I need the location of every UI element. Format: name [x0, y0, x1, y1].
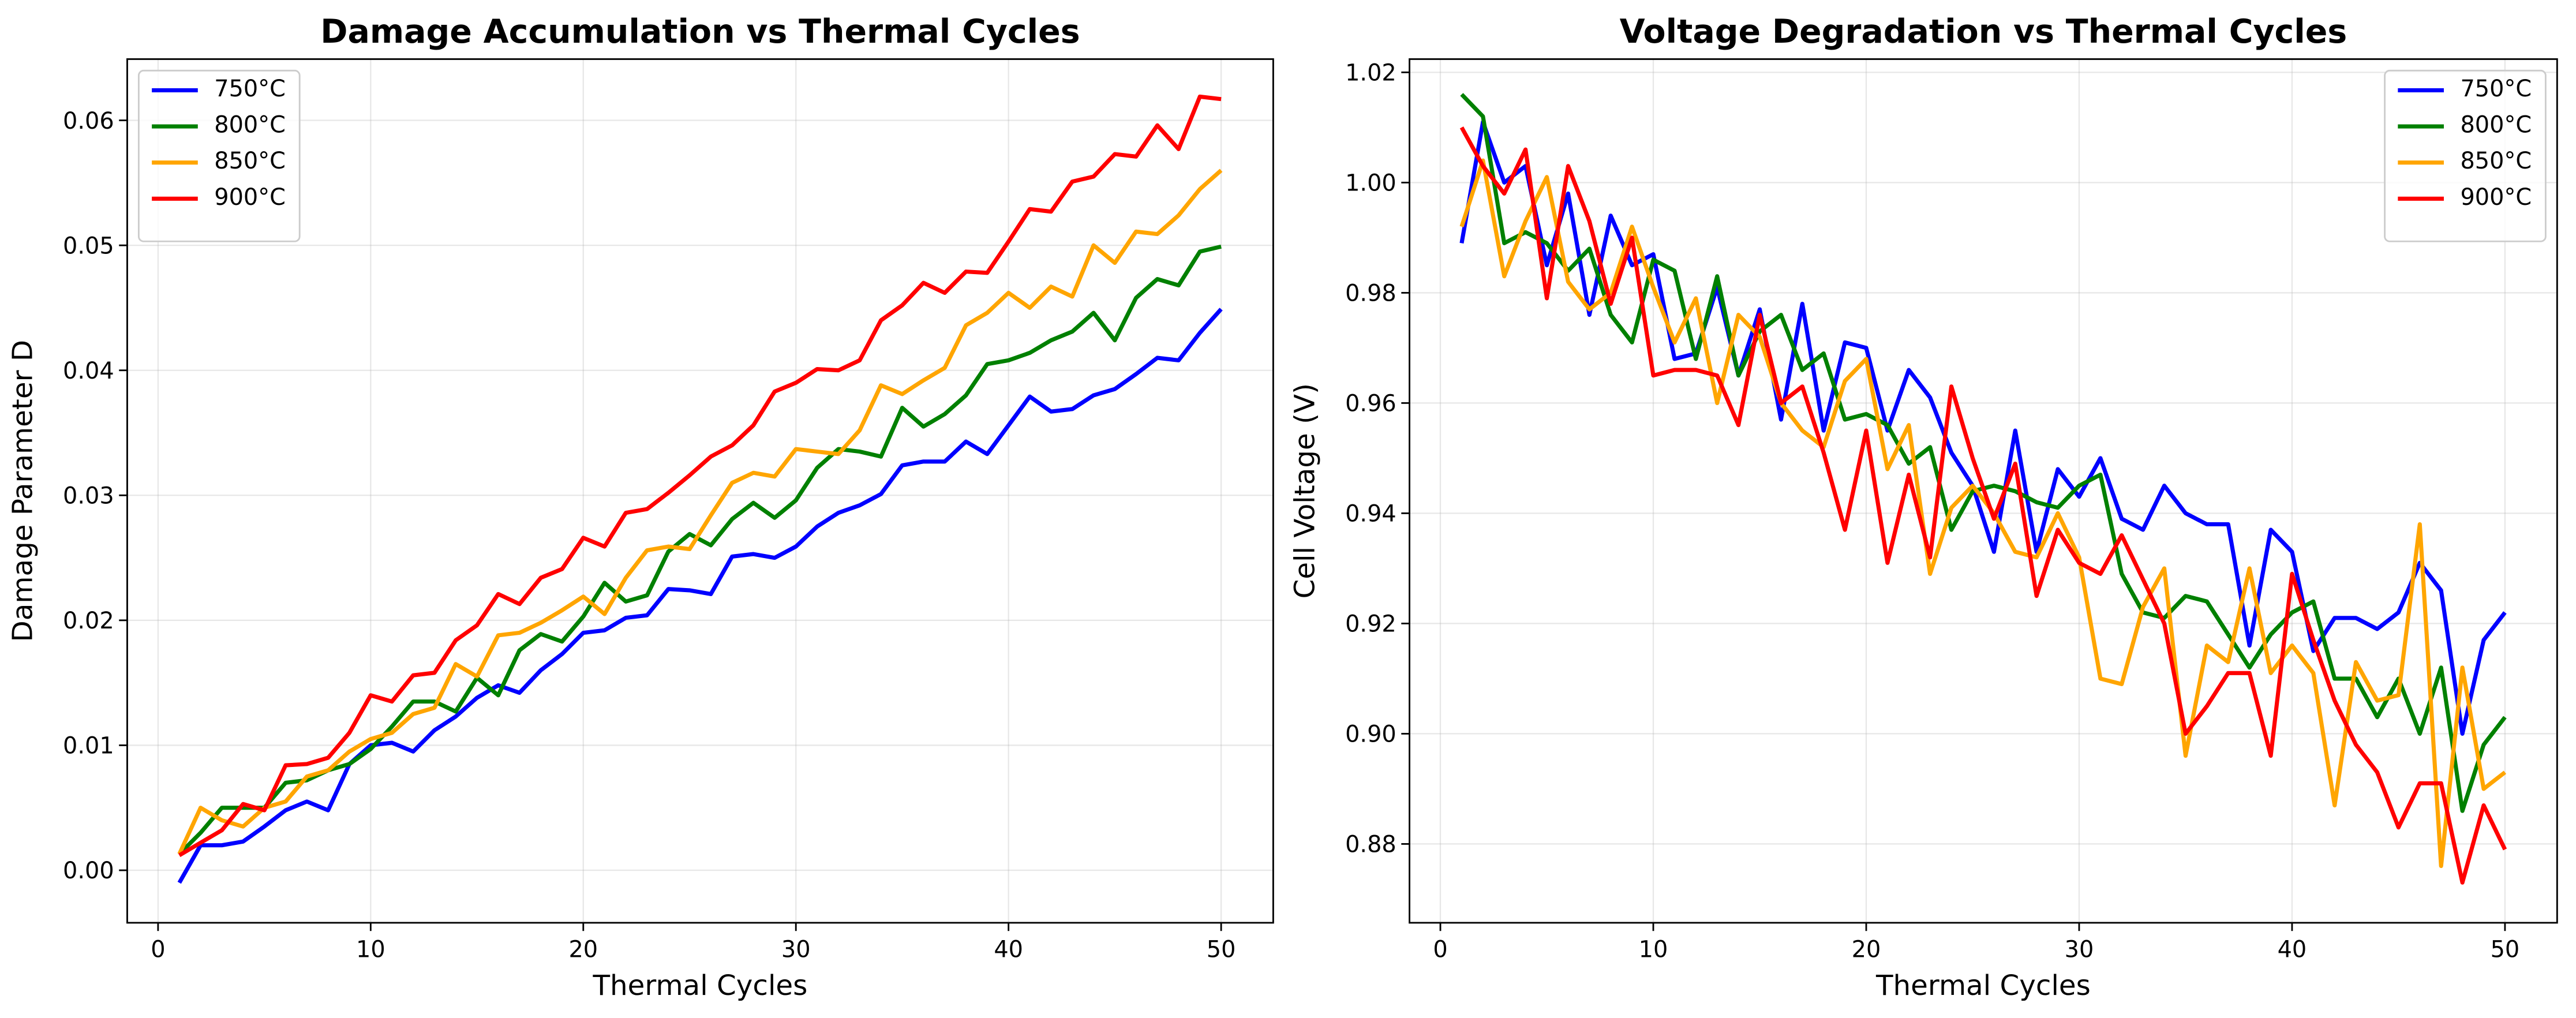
line-series [177, 169, 1223, 855]
legend-label: 750°C [2460, 76, 2532, 102]
x-tick-label: 10 [1639, 937, 1668, 963]
subplot: 0 10 20 30 40 50 0.88 0.90 0.92 0.94 0.96 0.98 1.00 1… [1289, 13, 2558, 1002]
axes-frame [1409, 58, 2558, 924]
axes-frame [126, 58, 1274, 924]
y-axis-label: Cell Voltage (V) [1289, 383, 1321, 598]
chart-title: Voltage Degradation vs Thermal Cycles [1620, 13, 2347, 51]
y-tick-label: 0.94 [1345, 501, 1396, 527]
x-tick-label: 20 [1852, 937, 1881, 963]
plot-area [177, 94, 1223, 884]
x-tick-label: 20 [568, 937, 598, 963]
y-tick-label: 1.00 [1345, 170, 1396, 197]
x-axis-label: Thermal Cycles [1875, 970, 2091, 1002]
x-tick-label: 40 [994, 937, 1023, 963]
legend-label: 800°C [2460, 112, 2532, 139]
legend-label: 750°C [214, 76, 286, 102]
y-tick-label: 1.02 [1345, 60, 1396, 87]
x-axis-label: Thermal Cycles [592, 970, 807, 1002]
y-tick-label: 0.03 [63, 483, 114, 510]
line-series [177, 308, 1223, 884]
x-tick-label: 50 [2491, 937, 2520, 963]
subplot: 0 10 20 30 40 50 0.00 0.01 0.02 0.03 0.04 0.05 0.06 D… [6, 13, 1274, 1002]
line-series [178, 244, 1222, 856]
y-tick-label: 0.92 [1345, 611, 1396, 638]
legend-label: 850°C [2460, 148, 2532, 174]
legend-label: 800°C [214, 112, 286, 139]
plot-area [1459, 93, 2507, 885]
y-axis-label: Damage Parameter D [6, 340, 39, 642]
y-tick-label: 0.01 [63, 733, 114, 759]
y-tick-label: 0.96 [1345, 391, 1396, 417]
x-tick-label: 30 [2065, 937, 2094, 963]
y-tick-label: 0.88 [1345, 832, 1396, 858]
x-tick-label: 0 [151, 937, 165, 963]
y-tick-label: 0.90 [1345, 721, 1396, 748]
x-tick-label: 10 [356, 937, 385, 963]
y-tick-label: 0.04 [63, 358, 114, 384]
y-tick-label: 0.02 [63, 608, 114, 634]
y-tick-label: 0.06 [63, 108, 114, 134]
y-tick-label: 0.05 [63, 233, 114, 259]
y-tick-label: 0.00 [63, 858, 114, 884]
x-tick-label: 30 [781, 937, 811, 963]
x-tick-label: 40 [2278, 937, 2307, 963]
line-series [1459, 119, 2507, 736]
x-tick-label: 50 [1207, 937, 1236, 963]
legend-label: 850°C [214, 148, 286, 174]
line-series [1459, 158, 2507, 869]
x-tick-label: 0 [1433, 937, 1447, 963]
line-series [178, 94, 1222, 858]
chart-title: Damage Accumulation vs Thermal Cycles [320, 13, 1080, 51]
legend-label: 900°C [214, 184, 286, 211]
y-tick-label: 0.98 [1345, 280, 1396, 307]
legend-label: 900°C [2460, 184, 2532, 211]
line-series [1459, 126, 2507, 885]
